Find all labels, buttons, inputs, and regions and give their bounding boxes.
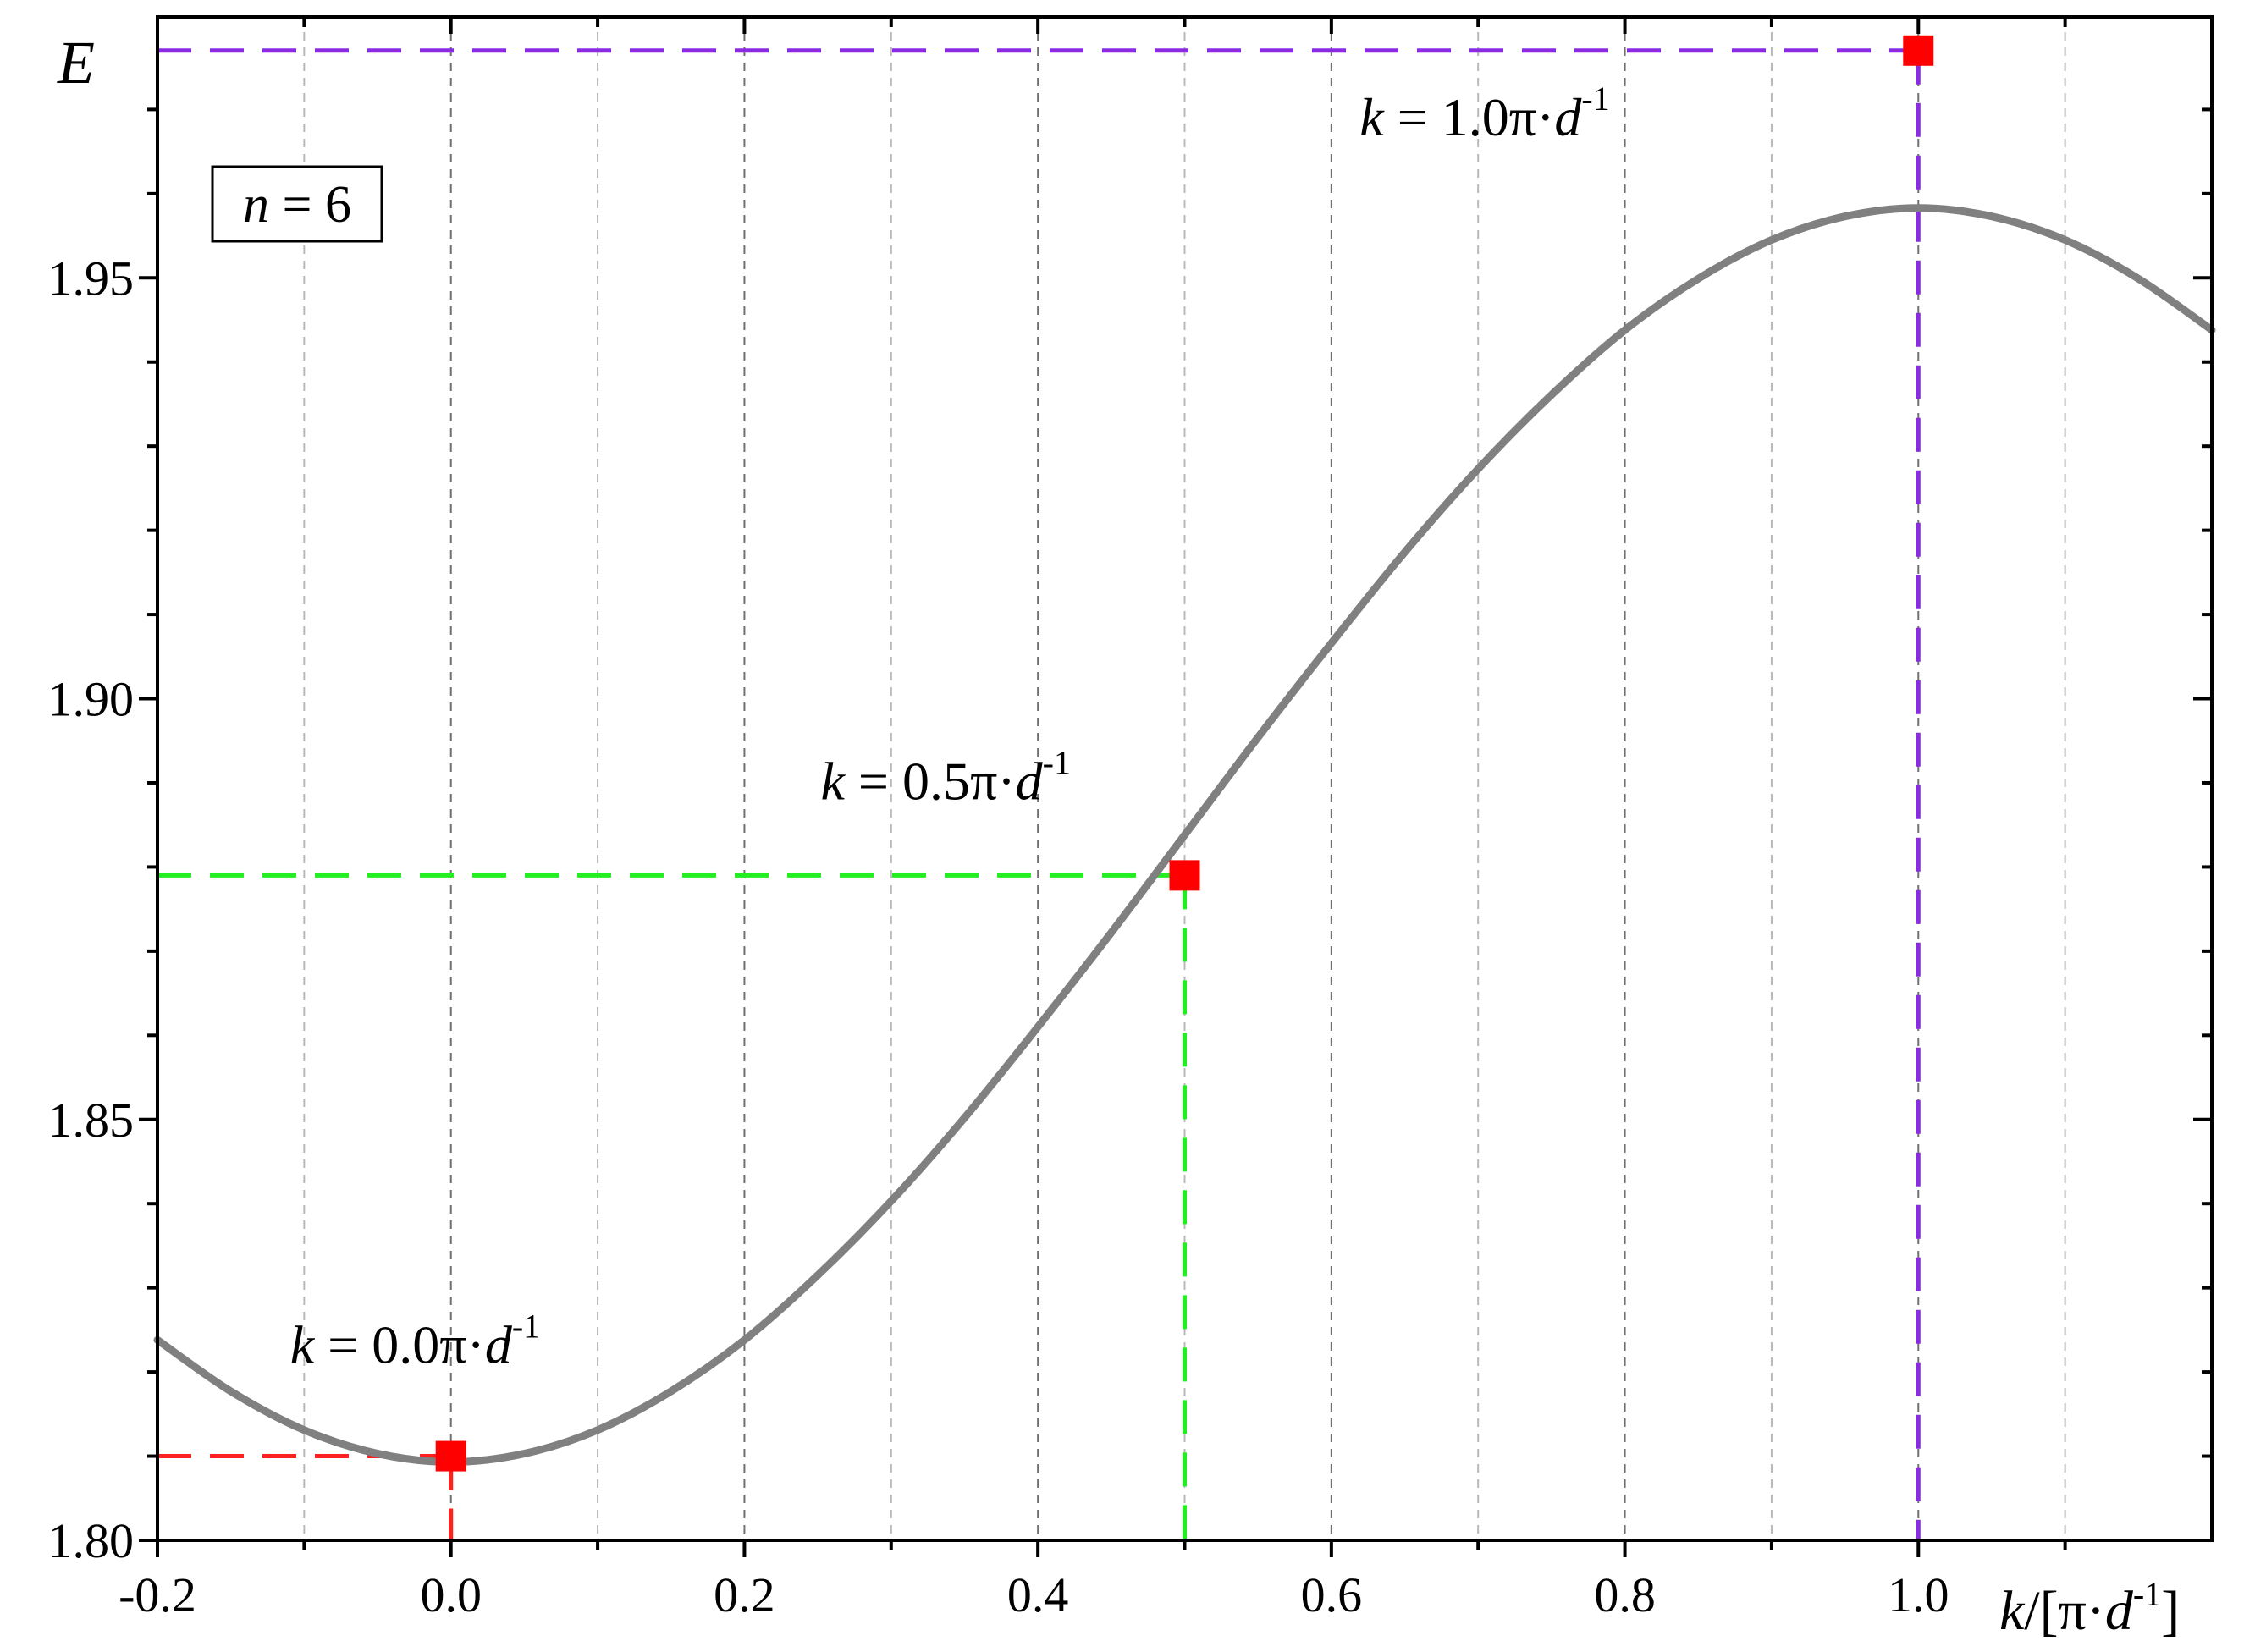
point-label-unit-2: d xyxy=(1554,87,1582,147)
x-tick-label-4: 0.6 xyxy=(1301,1567,1363,1622)
point-label-exp-2: -1 xyxy=(1581,80,1609,118)
annotation-var: n xyxy=(243,176,269,234)
point-marker-0 xyxy=(435,1440,466,1472)
point-label-2: k = 1.0π·d-1 xyxy=(1359,80,1609,147)
point-label-0: k = 0.0π·d-1 xyxy=(290,1308,540,1375)
x-tick-label-5: 0.8 xyxy=(1594,1567,1656,1622)
y-axis-label: E xyxy=(57,29,95,96)
point-label-1: k = 0.5π·d-1 xyxy=(821,743,1071,811)
point-label-rest-1: = 0.5π· xyxy=(845,751,1016,811)
point-label-var-1: k xyxy=(821,751,846,811)
x-tick-label-6: 1.0 xyxy=(1888,1567,1949,1622)
point-labels: k = 0.0π·d-1k = 0.5π·d-1k = 1.0π·d-1 xyxy=(290,80,1610,1375)
point-label-exp-1: -1 xyxy=(1043,743,1071,781)
point-label-unit-1: d xyxy=(1016,751,1044,811)
annotation-box xyxy=(211,165,383,243)
series-group xyxy=(153,204,2216,1467)
x-axis-label-unit: d xyxy=(2105,1580,2134,1642)
point-label-var-0: k xyxy=(290,1315,316,1375)
y-tick-label-0: 1.80 xyxy=(48,1513,135,1568)
x-axis-label: k/[π·d-1] xyxy=(1999,1575,2180,1642)
point-label-unit-0: d xyxy=(485,1315,513,1375)
y-tick-label-3: 1.95 xyxy=(48,251,135,306)
point-label-var-2: k xyxy=(1359,87,1385,147)
point-label-exp-0: -1 xyxy=(512,1308,540,1346)
x-tick-label-2: 0.2 xyxy=(714,1567,775,1622)
y-tick-labels: 1.80 1.85 1.90 1.95 xyxy=(48,251,135,1568)
x-axis-label-var: k xyxy=(1999,1580,2026,1642)
axis-ticks xyxy=(139,17,2212,1557)
point-label-rest-0: = 0.0π· xyxy=(314,1315,485,1375)
x-tick-label-1: 0.0 xyxy=(420,1567,482,1622)
highlight-markers xyxy=(435,35,1934,1472)
x-axis-label-open: /[π· xyxy=(2024,1580,2105,1642)
annotation-text: n = 6 xyxy=(243,176,351,234)
point-label-rest-2: = 1.0π· xyxy=(1384,87,1555,147)
x-tick-labels: -0.2 0.0 0.2 0.4 0.6 0.8 1.0 xyxy=(119,1567,1949,1622)
annotation-rest: = 6 xyxy=(269,176,351,234)
x-axis-label-close: ] xyxy=(2161,1580,2180,1642)
vertical-grid xyxy=(303,17,2066,1540)
x-axis-label-exp: -1 xyxy=(2133,1575,2161,1613)
x-tick-label-0: -0.2 xyxy=(119,1567,196,1622)
point-marker-2 xyxy=(1903,35,1934,66)
series-line-0 xyxy=(153,204,2216,1467)
point-marker-1 xyxy=(1169,860,1200,891)
x-tick-label-3: 0.4 xyxy=(1007,1567,1069,1622)
y-tick-label-2: 1.90 xyxy=(48,672,135,727)
y-tick-label-1: 1.85 xyxy=(48,1093,135,1148)
